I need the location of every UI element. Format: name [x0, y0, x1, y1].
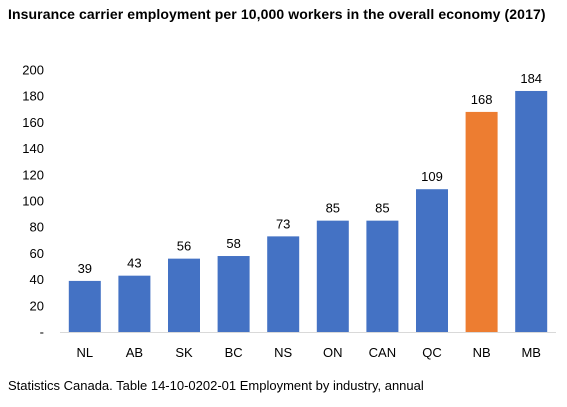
bars	[68, 90, 548, 333]
data-label: 85	[375, 201, 389, 216]
bar-nb	[465, 111, 498, 332]
y-tick-label: 120	[22, 167, 44, 182]
bar-mb	[515, 90, 548, 333]
bar-qc	[416, 189, 448, 332]
x-axis-category-labels: NL AB SK BC NS ON CAN QC NB MB	[76, 345, 540, 360]
category-label: NB	[473, 345, 491, 360]
data-label: 73	[276, 216, 290, 231]
category-label: AB	[126, 345, 143, 360]
chart-title: Insurance carrier employment per 10,000 …	[8, 6, 546, 22]
y-tick-label: -	[40, 325, 44, 340]
data-label: 39	[78, 261, 92, 276]
chart-source-note: Statistics Canada. Table 14-10-0202-01 E…	[8, 378, 424, 393]
category-label: BC	[225, 345, 243, 360]
category-label: MB	[521, 345, 541, 360]
data-label: 85	[326, 201, 340, 216]
data-label: 56	[177, 239, 191, 254]
data-label: 43	[127, 256, 141, 271]
category-label: NS	[274, 345, 292, 360]
y-tick-label: 60	[30, 246, 44, 261]
data-label: 184	[520, 71, 542, 86]
y-tick-label: 40	[30, 272, 44, 287]
bar-can	[366, 220, 399, 332]
data-labels: 39 43 56 58 73 85 85 109 168 184	[78, 71, 542, 276]
bar-on	[316, 220, 349, 332]
bar-sk	[168, 258, 200, 332]
category-label: NL	[76, 345, 93, 360]
category-label: ON	[323, 345, 343, 360]
y-tick-label: 160	[22, 115, 44, 130]
y-tick-label: 180	[22, 89, 44, 104]
bar-bc	[217, 256, 250, 332]
bar-ns	[267, 236, 300, 332]
y-tick-label: 200	[22, 63, 44, 78]
category-label: QC	[422, 345, 442, 360]
bar-ab	[118, 275, 151, 332]
y-tick-label: 100	[22, 194, 44, 209]
y-tick-label: 140	[22, 141, 44, 156]
data-label: 109	[421, 169, 443, 184]
y-axis-tick-labels: - 20 40 60 80 100 120 140 160 180 200	[22, 63, 44, 340]
data-label: 168	[471, 92, 493, 107]
y-tick-label: 20	[30, 298, 44, 313]
category-label: CAN	[369, 345, 396, 360]
bar-nl	[68, 280, 101, 332]
data-label: 58	[226, 236, 240, 251]
y-tick-label: 80	[30, 220, 44, 235]
category-label: SK	[175, 345, 193, 360]
